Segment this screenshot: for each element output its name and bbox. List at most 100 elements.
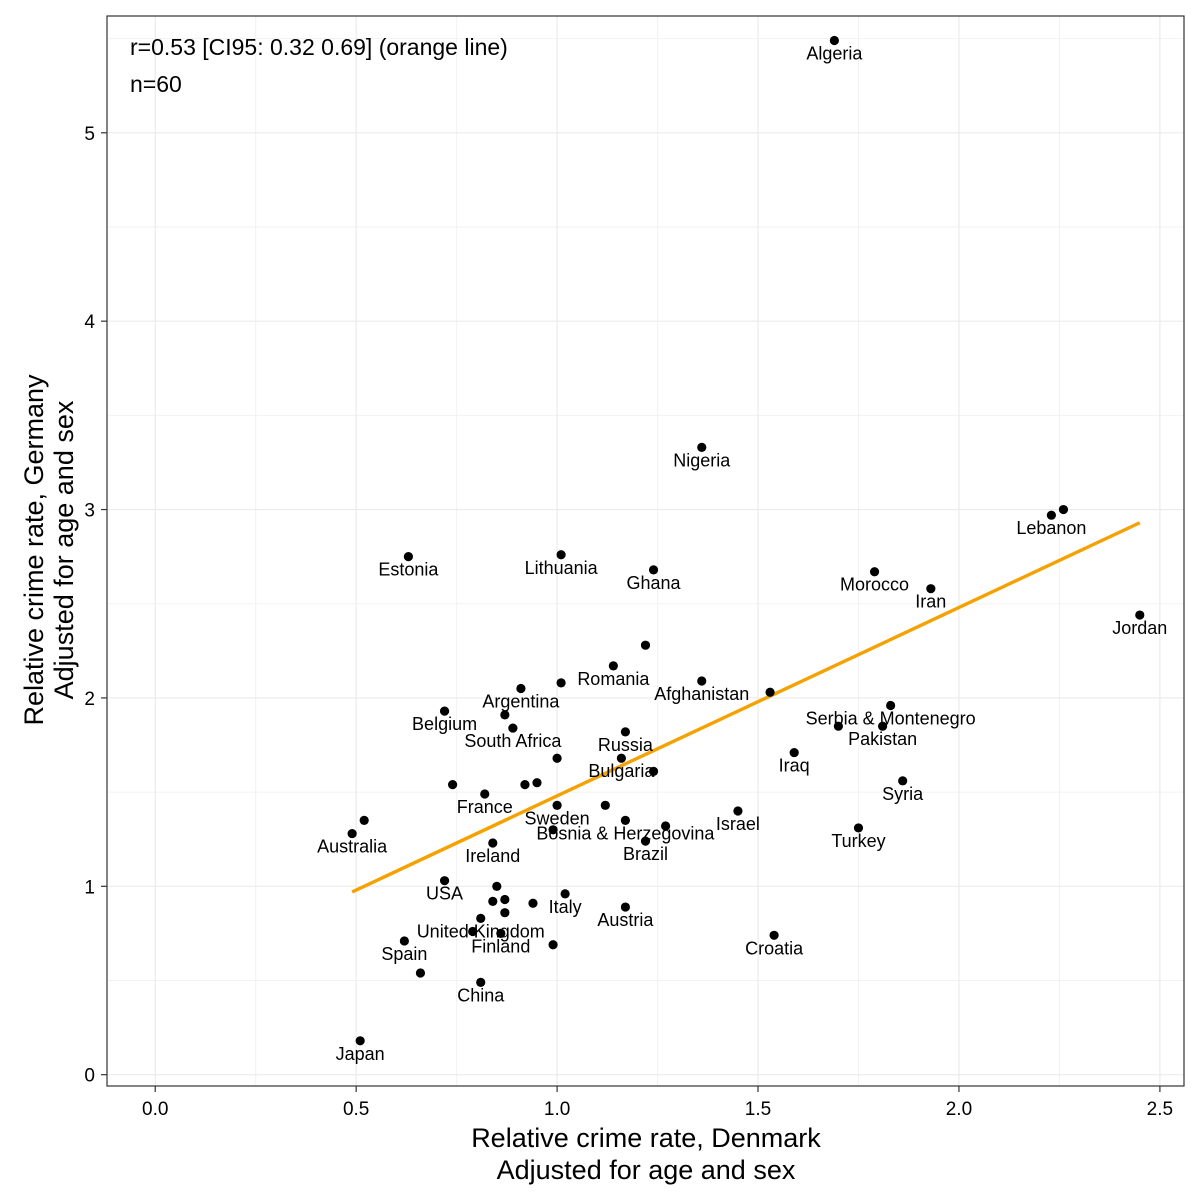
data-point <box>496 928 506 939</box>
data-point <box>853 823 864 833</box>
n-annotation: n=60 <box>130 71 182 97</box>
point-label: Estonia <box>378 560 439 580</box>
point-label: USA <box>426 884 463 904</box>
point-label: Lebanon <box>1016 518 1086 538</box>
data-point <box>476 977 486 987</box>
data-point <box>439 876 450 886</box>
point-label: Serbia & Montenegro <box>806 708 976 728</box>
data-point <box>520 779 530 790</box>
data-point <box>488 896 498 906</box>
point-label: Australia <box>317 837 388 857</box>
data-point <box>769 930 779 940</box>
point-label: France <box>457 797 513 817</box>
data-point <box>500 894 510 905</box>
y-axis-title-line-2: Adjusted for age and sex <box>49 400 79 699</box>
point-label: Russia <box>598 735 654 755</box>
point-label: Spain <box>381 944 427 964</box>
point-label: Turkey <box>831 831 885 851</box>
data-point <box>516 683 526 694</box>
point-label: United Kingdom <box>417 921 545 941</box>
data-point <box>697 442 707 452</box>
data-point <box>620 727 631 737</box>
data-point <box>733 806 743 816</box>
point-label: Afghanistan <box>654 684 749 704</box>
data-point <box>448 779 458 790</box>
y-tick-label: 1 <box>84 877 95 898</box>
plot-panel <box>107 16 1184 1086</box>
data-point <box>829 35 839 46</box>
data-point <box>359 815 369 825</box>
point-label: South Africa <box>464 731 562 751</box>
points-layer <box>347 35 1145 1046</box>
x-tick-label: 1.0 <box>544 1099 570 1120</box>
data-point <box>789 747 799 758</box>
point-label: Argentina <box>482 692 560 712</box>
point-labels-layer: Algeria Nigeria Lebanon Estonia Lithuania Gha… <box>317 43 1167 1063</box>
point-label: Austria <box>597 910 654 930</box>
point-label: Lithuania <box>525 558 599 578</box>
data-point <box>886 700 896 711</box>
data-point <box>1058 504 1069 515</box>
data-point <box>480 789 490 799</box>
point-label: Nigeria <box>673 450 731 470</box>
point-label: Romania <box>577 669 650 689</box>
point-label: Belgium <box>412 714 477 734</box>
x-tick-label: 0.0 <box>142 1099 168 1120</box>
point-label: Croatia <box>745 938 804 958</box>
data-point <box>765 687 775 697</box>
data-point <box>640 640 651 650</box>
data-point <box>1046 510 1056 520</box>
point-label: Bosnia & Herzegovina <box>536 823 715 843</box>
x-axis-title-line-2: Adjusted for age and sex <box>497 1155 796 1185</box>
x-tick-label: 2.5 <box>1147 1099 1173 1120</box>
y-axis: 0 1 2 3 4 5 <box>84 124 107 1087</box>
data-point <box>869 567 880 577</box>
y-tick-label: 2 <box>84 689 95 710</box>
point-label: Sweden <box>525 808 590 828</box>
data-point <box>556 550 566 560</box>
data-point <box>355 1036 365 1046</box>
data-point <box>528 898 538 908</box>
data-point <box>620 815 631 825</box>
point-label: Pakistan <box>848 729 917 749</box>
y-axis-title-line-1: Relative crime rate, Germany <box>19 374 49 726</box>
point-label: Morocco <box>840 575 909 595</box>
data-point <box>697 676 707 686</box>
data-point <box>439 706 450 716</box>
point-label: Iraq <box>779 756 810 776</box>
data-point <box>608 661 618 671</box>
data-point <box>488 838 498 848</box>
point-label: Italy <box>549 897 582 917</box>
data-point <box>415 968 426 978</box>
data-point <box>468 926 478 937</box>
data-point <box>640 836 651 846</box>
x-axis-title-line-1: Relative crime rate, Denmark <box>471 1123 821 1153</box>
point-label: Algeria <box>806 43 863 63</box>
data-point <box>532 778 542 788</box>
point-label: Jordan <box>1112 618 1167 638</box>
data-point <box>600 800 610 810</box>
data-point <box>1135 610 1145 620</box>
data-point <box>552 800 562 810</box>
data-point <box>648 766 659 777</box>
plot-border <box>106 15 1185 1087</box>
x-axis: 0.0 0.5 1.0 1.5 2.0 2.5 <box>142 1086 1173 1120</box>
minor-gridlines <box>107 16 1184 1086</box>
point-label: Iran <box>915 592 946 612</box>
correlation-annotation: r=0.53 [CI95: 0.32 0.69] (orange line) <box>130 34 508 60</box>
point-label: Ireland <box>465 846 520 866</box>
data-point <box>403 552 413 562</box>
data-point <box>500 710 510 720</box>
data-point <box>926 584 936 594</box>
point-label: China <box>457 985 505 1005</box>
data-point <box>660 821 671 831</box>
data-point <box>560 889 570 899</box>
data-point <box>476 913 486 923</box>
data-point <box>399 936 409 946</box>
fit-line-layer <box>351 521 1141 894</box>
point-label: Ghana <box>627 573 682 593</box>
data-point <box>548 940 558 950</box>
data-point <box>508 723 518 733</box>
data-point <box>556 678 566 688</box>
